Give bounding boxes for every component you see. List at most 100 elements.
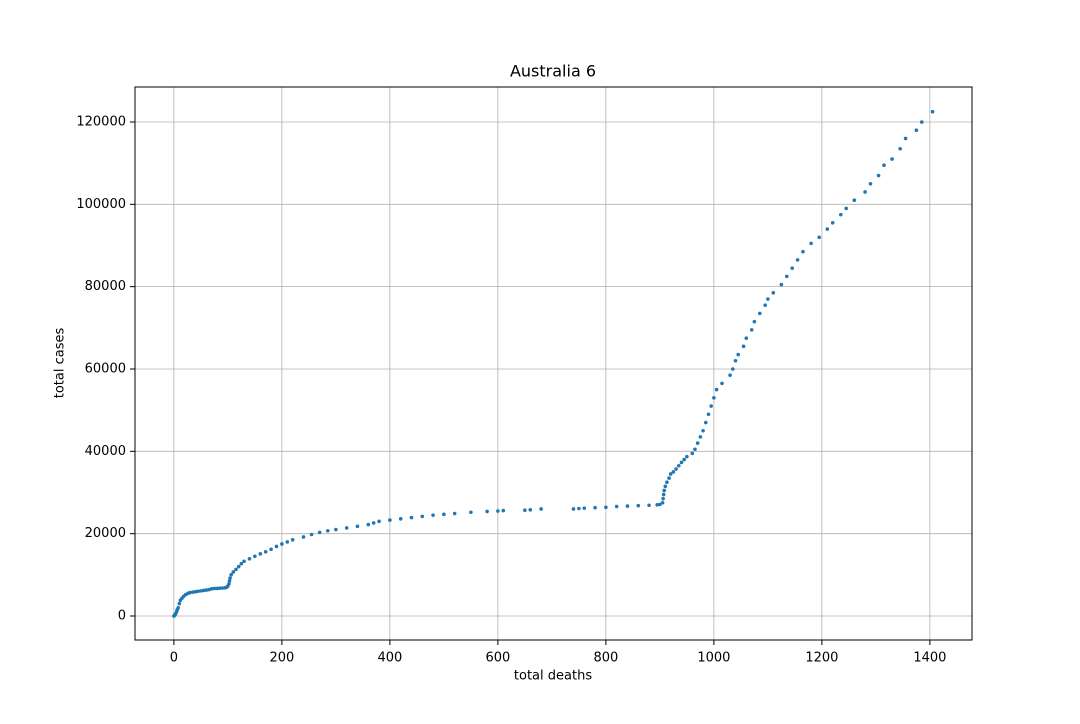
- x-tick-label: 1000: [697, 651, 730, 666]
- point: [452, 511, 457, 516]
- point: [844, 206, 848, 211]
- x-tick-label: 400: [377, 651, 402, 666]
- x-tick-label: 800: [593, 651, 618, 666]
- point: [663, 484, 668, 489]
- point: [239, 561, 244, 566]
- point: [682, 457, 686, 462]
- point: [825, 227, 830, 231]
- point: [868, 181, 873, 186]
- x-axis-label: total deaths: [514, 669, 592, 684]
- y-tick-label: 120000: [76, 114, 126, 129]
- point: [695, 441, 700, 445]
- point: [229, 573, 233, 577]
- point: [698, 435, 703, 439]
- point: [636, 503, 641, 508]
- point: [658, 502, 662, 507]
- point: [736, 352, 740, 357]
- point: [766, 297, 770, 301]
- y-tick-label: 40000: [85, 444, 126, 459]
- point: [571, 507, 576, 511]
- point: [685, 454, 689, 459]
- point: [903, 136, 908, 141]
- point: [207, 587, 211, 592]
- point: [863, 190, 867, 194]
- point: [674, 467, 678, 471]
- point: [263, 549, 268, 554]
- point: [188, 590, 192, 595]
- x-tick-label: 200: [269, 651, 294, 666]
- point: [830, 221, 835, 225]
- point: [528, 507, 533, 512]
- point: [757, 311, 762, 316]
- point: [795, 258, 800, 262]
- point: [176, 605, 180, 610]
- x-tick-label: 1400: [913, 651, 946, 666]
- point: [209, 587, 214, 591]
- point: [661, 492, 666, 497]
- point: [280, 542, 284, 546]
- point: [231, 570, 236, 574]
- point: [930, 109, 935, 114]
- point: [679, 460, 684, 465]
- point: [625, 504, 630, 508]
- point: [285, 540, 290, 544]
- point: [703, 420, 708, 425]
- point: [655, 503, 659, 507]
- point: [914, 128, 919, 133]
- point: [667, 476, 671, 480]
- point: [193, 589, 198, 594]
- point: [371, 521, 376, 525]
- point: [217, 586, 222, 591]
- point: [442, 512, 446, 517]
- point: [220, 586, 225, 590]
- point: [309, 532, 314, 537]
- point: [661, 496, 665, 501]
- point: [274, 544, 279, 549]
- point: [890, 157, 894, 161]
- point: [714, 387, 719, 392]
- point: [668, 472, 673, 476]
- point: [190, 590, 195, 594]
- point: [706, 412, 711, 417]
- point: [258, 552, 263, 556]
- point: [779, 282, 784, 287]
- point: [577, 506, 581, 511]
- point: [720, 381, 724, 386]
- x-tick-label: 0: [170, 651, 178, 666]
- point: [301, 535, 306, 539]
- point: [523, 508, 527, 512]
- point: [539, 507, 543, 511]
- point: [431, 513, 435, 517]
- point: [801, 249, 805, 254]
- point: [790, 266, 794, 270]
- point: [660, 500, 665, 505]
- point: [501, 508, 506, 513]
- point: [665, 480, 669, 485]
- y-tick-label: 20000: [85, 526, 126, 541]
- x-tick-label: 600: [485, 651, 510, 666]
- point: [647, 503, 651, 508]
- point: [690, 451, 695, 456]
- point: [388, 518, 392, 522]
- point: [253, 554, 257, 559]
- point: [852, 198, 857, 203]
- point: [882, 163, 886, 168]
- x-tick-label: 1200: [805, 651, 838, 666]
- y-tick-label: 60000: [85, 361, 126, 376]
- point: [752, 319, 757, 324]
- point: [744, 336, 749, 340]
- point: [817, 235, 821, 240]
- y-axis-label: total cases: [53, 328, 68, 399]
- point: [199, 589, 203, 593]
- point: [838, 212, 843, 217]
- point: [227, 579, 232, 583]
- point: [671, 470, 676, 474]
- point: [749, 328, 754, 332]
- point: [728, 373, 732, 377]
- point: [377, 519, 381, 524]
- point: [593, 505, 597, 510]
- point: [409, 515, 414, 520]
- point: [701, 428, 705, 433]
